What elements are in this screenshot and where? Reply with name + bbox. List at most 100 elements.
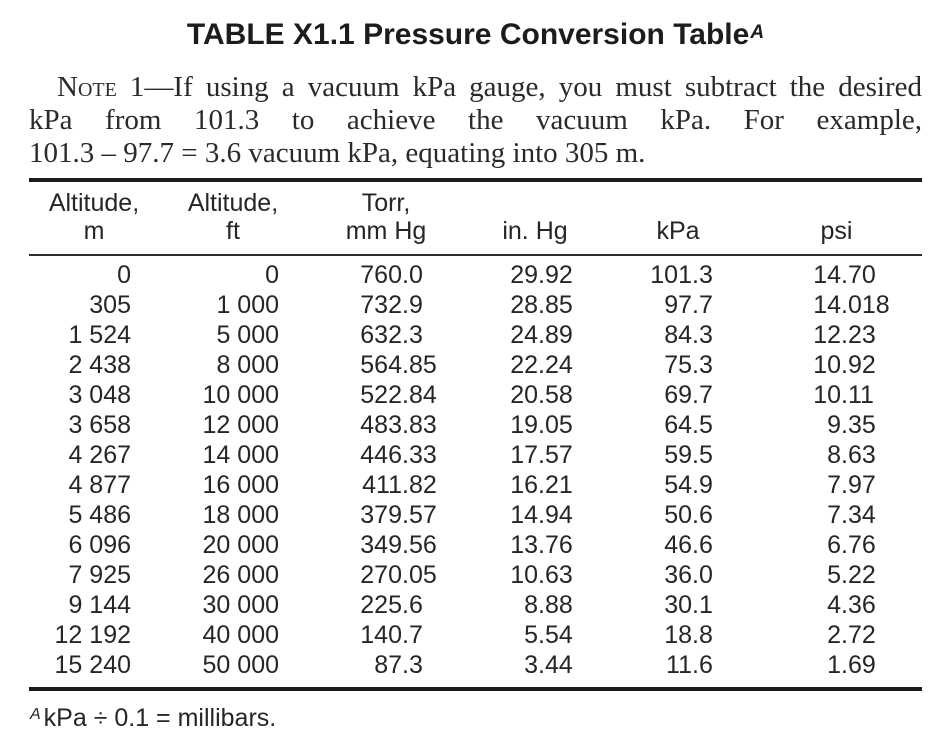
column-header: psi bbox=[751, 180, 922, 256]
table-row: 9 144 30 000 225.6 8.88 30.1 4.36 bbox=[29, 590, 922, 620]
table-cell: 59.5 bbox=[664, 441, 713, 469]
table-cell: 97.7 bbox=[664, 291, 713, 319]
table-cell: 28.85 bbox=[510, 291, 573, 319]
table-row: 4 877 16 000 411.82 16.21 54.9 7.97 bbox=[29, 470, 922, 500]
footnote-text: kPa ÷ 0.1 = millibars. bbox=[43, 704, 277, 732]
table-cell: 7 925 bbox=[68, 561, 131, 589]
note-line-3: 101.3 – 97.7 = 3.6 vacuum kPa, equating … bbox=[29, 137, 646, 169]
table-cell: 87.3 bbox=[374, 651, 423, 679]
table-cell: 75.3 bbox=[664, 351, 713, 379]
table-cell: 379.57 bbox=[360, 501, 437, 529]
table-cell: 4.36 bbox=[827, 591, 876, 619]
table-row: 0 0 760.0 29.92 101.3 14.70 bbox=[29, 255, 922, 290]
table-row: 3 048 10 000 522.84 20.58 69.7 10.11 bbox=[29, 380, 922, 410]
table-cell: 20 000 bbox=[202, 531, 279, 559]
table-cell: 8.88 bbox=[524, 591, 573, 619]
table-cell: 50 000 bbox=[202, 651, 279, 679]
table-cell: 14 000 bbox=[202, 441, 279, 469]
table-cell: 2.72 bbox=[827, 621, 876, 649]
table-cell: 305 bbox=[89, 291, 131, 319]
table-cell: 18 000 bbox=[202, 501, 279, 529]
table-cell: 564.85 bbox=[360, 351, 437, 379]
table-cell: 1 524 bbox=[68, 321, 131, 349]
table-row: 4 267 14 000 446.33 17.57 59.5 8.63 bbox=[29, 440, 922, 470]
table-cell: 0 bbox=[117, 261, 131, 289]
table-cell: 14.018 bbox=[813, 291, 890, 319]
column-header: kPa bbox=[605, 180, 751, 256]
table-cell: 19.05 bbox=[510, 411, 573, 439]
table-cell: 225.6 bbox=[360, 591, 423, 619]
table-header: Altitude, m Altitude, ft Torr, mm Hg in. Hg… bbox=[29, 180, 922, 256]
table-cell: 9 144 bbox=[68, 591, 131, 619]
table-row: 3 658 12 000 483.83 19.05 64.5 9.35 bbox=[29, 410, 922, 440]
table-cell: 10.63 bbox=[510, 561, 573, 589]
table-cell: 36.0 bbox=[664, 561, 713, 589]
table-cell: 6 096 bbox=[68, 531, 131, 559]
table-cell: 411.82 bbox=[362, 471, 437, 499]
table-cell: 11.6 bbox=[666, 651, 713, 679]
table-cell: 446.33 bbox=[360, 441, 437, 469]
table-cell: 50.6 bbox=[664, 501, 713, 529]
table-cell: 2 438 bbox=[68, 351, 131, 379]
table-title-text: TABLE X1.1 Pressure Conversion Table bbox=[186, 18, 750, 51]
table-row: 305 1 000 732.9 28.85 97.7 14.018 bbox=[29, 290, 922, 320]
table-cell: 54.9 bbox=[664, 471, 713, 499]
table-cell: 4 267 bbox=[68, 441, 131, 469]
table-cell: 64.5 bbox=[664, 411, 713, 439]
table-cell: 17.57 bbox=[510, 441, 573, 469]
table-cell: 270.05 bbox=[360, 561, 437, 589]
table-cell: 5 000 bbox=[216, 321, 279, 349]
table-cell: 3 658 bbox=[68, 411, 131, 439]
table-header-row: Altitude, m Altitude, ft Torr, mm Hg in. Hg… bbox=[29, 180, 922, 256]
note-label: Note bbox=[57, 71, 117, 103]
table-cell: 26 000 bbox=[202, 561, 279, 589]
column-header: Altitude, ft bbox=[159, 180, 307, 256]
table-row: 15 240 50 000 87.3 3.44 11.6 1.69 bbox=[29, 650, 922, 689]
table-cell: 14.94 bbox=[510, 501, 573, 529]
table-cell: 18.8 bbox=[664, 621, 713, 649]
table-cell: 1 000 bbox=[216, 291, 279, 319]
table-cell: 30.1 bbox=[664, 591, 713, 619]
table-cell: 140.7 bbox=[360, 621, 423, 649]
table-cell: 30 000 bbox=[202, 591, 279, 619]
table-cell: 69.7 bbox=[664, 381, 713, 409]
table-cell: 1.69 bbox=[827, 651, 876, 679]
table-cell: 15 240 bbox=[54, 651, 131, 679]
table-cell: 349.56 bbox=[360, 531, 437, 559]
table-cell: 40 000 bbox=[202, 621, 279, 649]
table-cell: 760.0 bbox=[360, 261, 423, 289]
pressure-conversion-table: Altitude, m Altitude, ft Torr, mm Hg in. Hg… bbox=[29, 178, 922, 691]
table-cell: 7.97 bbox=[827, 471, 876, 499]
column-header: in. Hg bbox=[465, 180, 605, 256]
table-row: 6 096 20 000 349.56 13.76 46.6 6.76 bbox=[29, 530, 922, 560]
table-cell: 10.11 bbox=[813, 381, 874, 409]
table-cell: 483.83 bbox=[360, 411, 437, 439]
table-row: 1 524 5 000 632.3 24.89 84.3 12.23 bbox=[29, 320, 922, 350]
table-cell: 20.58 bbox=[510, 381, 573, 409]
table-cell: 8 000 bbox=[216, 351, 279, 379]
table-cell: 12 192 bbox=[54, 621, 131, 649]
table-cell: 732.9 bbox=[360, 291, 423, 319]
table-cell: 12.23 bbox=[813, 321, 876, 349]
table-cell: 13.76 bbox=[510, 531, 573, 559]
note-line-1: Note 1—If using a vacuum kPa gauge, you … bbox=[29, 71, 922, 104]
table-cell: 16.21 bbox=[510, 471, 573, 499]
table-row: 5 486 18 000 379.57 14.94 50.6 7.34 bbox=[29, 500, 922, 530]
table-cell: 5.22 bbox=[827, 561, 876, 589]
table-title-superscript: A bbox=[750, 22, 765, 43]
table-title: TABLE X1.1 Pressure Conversion TableA bbox=[0, 0, 951, 52]
table-cell: 3 048 bbox=[68, 381, 131, 409]
note-line-1-text: 1—If using a vacuum kPa gauge, you must … bbox=[116, 71, 922, 103]
table-row: 12 192 40 000 140.7 5.54 18.8 2.72 bbox=[29, 620, 922, 650]
table-cell: 4 877 bbox=[68, 471, 131, 499]
table-cell: 0 bbox=[265, 261, 279, 289]
table-cell: 5 486 bbox=[68, 501, 131, 529]
footnote-superscript: A bbox=[30, 706, 41, 723]
table-cell: 9.35 bbox=[827, 411, 876, 439]
table-cell: 7.34 bbox=[827, 501, 876, 529]
table-cell: 46.6 bbox=[664, 531, 713, 559]
table-cell: 16 000 bbox=[202, 471, 279, 499]
column-header: Torr, mm Hg bbox=[307, 180, 465, 256]
